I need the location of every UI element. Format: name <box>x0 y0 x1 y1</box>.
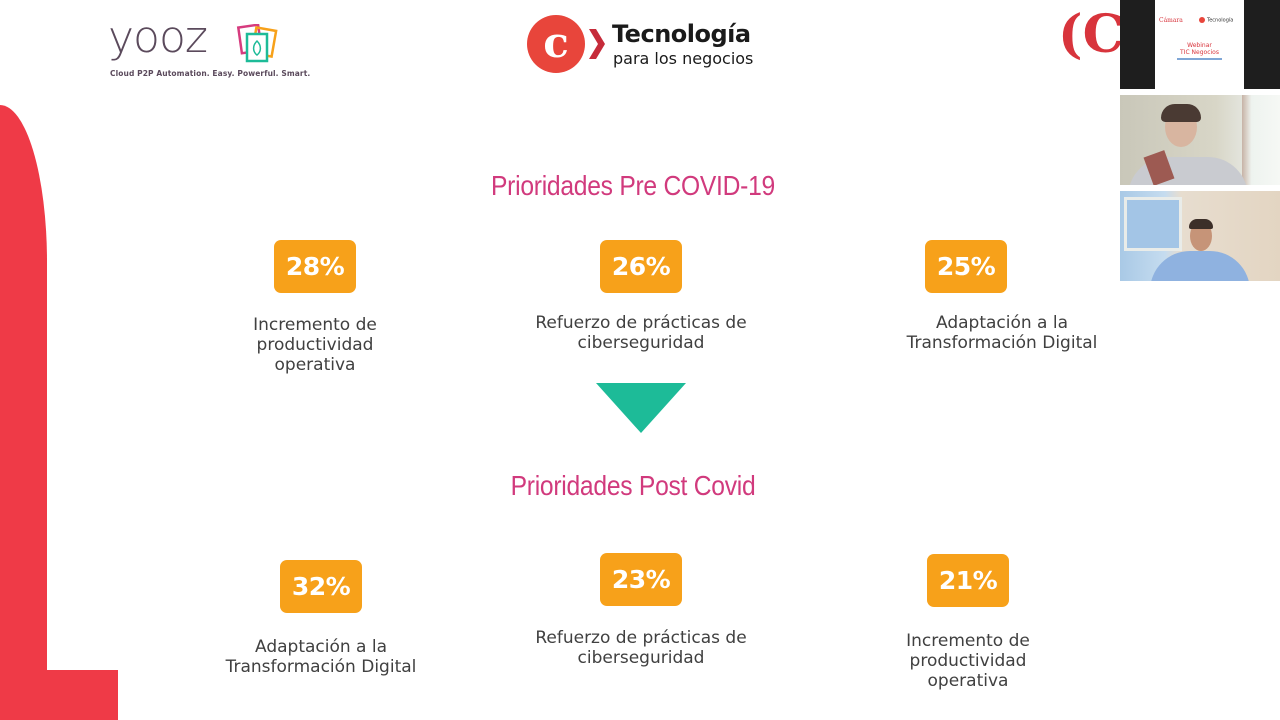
mini-tecnologia-logo: Tecnología <box>1199 17 1233 24</box>
participant-video-1[interactable] <box>1120 95 1280 185</box>
yooz-wordmark: yooz <box>108 12 208 63</box>
participant-hair <box>1161 104 1201 122</box>
tecnologia-subtitle: para los negocios <box>613 49 754 68</box>
pre-covid-stat-1: 28% Incremento de productividad operativ… <box>185 240 445 375</box>
stat-label: Incremento de productividad operativa <box>906 631 1030 691</box>
window-background <box>1124 197 1182 251</box>
percentage-badge: 23% <box>600 553 682 606</box>
pre-covid-stat-3: 25% Adaptación a la Transformación Digit… <box>836 240 1097 353</box>
chevron-right-icon <box>589 29 605 59</box>
video-call-panel: Cámara Tecnología Webinar TIC Negocios <box>1120 0 1280 282</box>
post-covid-title: Prioridades Post Covid <box>510 470 756 501</box>
post-covid-stat-3: 21% Incremento de productividad operativ… <box>838 554 1098 691</box>
stat-label: Adaptación a la Transformación Digital <box>225 637 417 677</box>
yooz-tagline: Cloud P2P Automation. Easy. Powerful. Sm… <box>110 69 311 78</box>
stat-label: Incremento de productividad operativa <box>253 315 377 375</box>
arrow-down-icon <box>596 383 686 433</box>
post-covid-stat-1: 32% Adaptación a la Transformación Digit… <box>191 560 451 677</box>
pre-covid-title: Prioridades Pre COVID-19 <box>491 170 775 201</box>
percentage-badge: 21% <box>927 554 1009 607</box>
participant-hair <box>1189 219 1213 229</box>
decorative-red-foot <box>0 670 118 720</box>
window-background <box>1242 95 1280 185</box>
percentage-badge: 26% <box>600 240 682 293</box>
participant-video-2[interactable] <box>1120 191 1280 281</box>
tecnologia-logo-letter: c <box>543 18 569 67</box>
tecnologia-logo: c Tecnología para los negocios <box>527 15 757 75</box>
percentage-badge: 28% <box>274 240 356 293</box>
shared-screen-thumbnail[interactable]: Cámara Tecnología Webinar TIC Negocios <box>1120 0 1280 89</box>
pre-covid-stat-2: 26% Refuerzo de prácticas de ciberseguri… <box>511 240 771 353</box>
yooz-logo: yooz Cloud P2P Automation. Easy. Powerfu… <box>108 12 310 80</box>
post-covid-stat-2: 23% Refuerzo de prácticas de ciberseguri… <box>511 553 771 668</box>
stat-label: Refuerzo de prácticas de ciberseguridad <box>535 313 747 353</box>
mini-webinar-line1: Webinar <box>1187 42 1212 49</box>
yooz-cards-icon <box>236 24 278 63</box>
mini-divider <box>1177 58 1222 60</box>
stat-label: Refuerzo de prácticas de ciberseguridad <box>535 628 747 668</box>
participant-body <box>1150 251 1250 281</box>
tecnologia-logo-circle: c <box>527 15 585 73</box>
mini-camara-logo: Cámara <box>1159 17 1183 24</box>
mini-webinar-line2: TIC Negocios <box>1180 49 1219 56</box>
shared-screen-content: Cámara Tecnología Webinar TIC Negocios <box>1155 0 1244 89</box>
percentage-badge: 25% <box>925 240 1007 293</box>
mini-webinar-title: Webinar TIC Negocios <box>1155 42 1244 56</box>
stat-label: Adaptación a la Transformación Digital <box>906 313 1098 353</box>
decorative-red-bar <box>0 105 47 720</box>
tecnologia-title: Tecnología <box>612 20 751 48</box>
percentage-badge: 32% <box>280 560 362 613</box>
